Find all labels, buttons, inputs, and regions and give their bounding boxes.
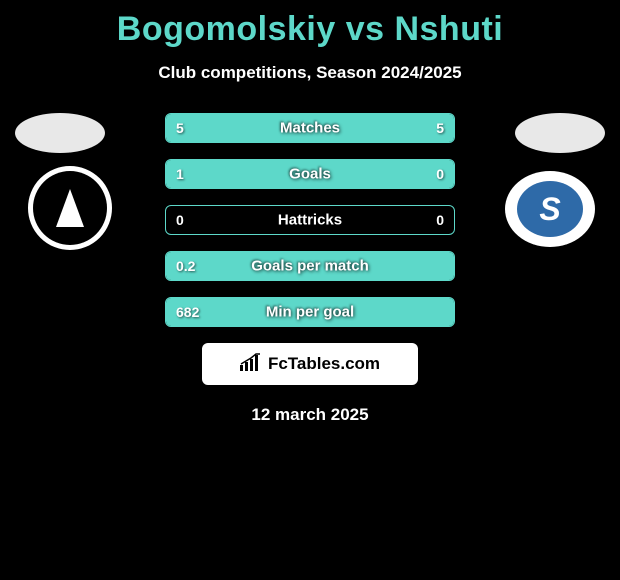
- stat-label: Goals per match: [251, 258, 369, 275]
- stat-label: Min per goal: [266, 304, 354, 321]
- subtitle: Club competitions, Season 2024/2025: [0, 63, 620, 83]
- stat-value-left: 1: [176, 166, 184, 182]
- stat-bar: 0.2 Goals per match: [165, 251, 455, 281]
- comparison-panel: S 5 5 Matches 1 0 Goals 0 0 Hattricks 0.2 Goals pe…: [0, 113, 620, 425]
- player-avatar-right: [515, 113, 605, 153]
- stat-label: Hattricks: [278, 212, 342, 229]
- stat-value-left: 0.2: [176, 258, 195, 274]
- source-logo: FcTables.com: [202, 343, 418, 385]
- club-badge-left: [25, 163, 115, 253]
- stat-bar: 682 Min per goal: [165, 297, 455, 327]
- club-right-letter: S: [539, 191, 560, 228]
- stat-value-right: 0: [436, 166, 444, 182]
- club-badge-right: S: [505, 171, 595, 247]
- stat-bar: 1 0 Goals: [165, 159, 455, 189]
- source-logo-text: FcTables.com: [268, 354, 380, 374]
- stat-value-left: 682: [176, 304, 199, 320]
- player-avatar-left: [15, 113, 105, 153]
- match-date: 12 march 2025: [0, 405, 620, 425]
- stat-value-left: 0: [176, 212, 184, 228]
- stat-label: Matches: [280, 120, 340, 137]
- stat-bars: 5 5 Matches 1 0 Goals 0 0 Hattricks 0.2 Goals per …: [165, 113, 455, 327]
- oil-derrick-icon: [56, 189, 84, 227]
- stat-value-right: 5: [436, 120, 444, 136]
- stat-value-left: 5: [176, 120, 184, 136]
- stat-bar: 5 5 Matches: [165, 113, 455, 143]
- stat-bar: 0 0 Hattricks: [165, 205, 455, 235]
- page-title: Bogomolskiy vs Nshuti: [0, 0, 620, 49]
- chart-icon: [240, 353, 262, 376]
- stat-label: Goals: [289, 166, 331, 183]
- stat-value-right: 0: [436, 212, 444, 228]
